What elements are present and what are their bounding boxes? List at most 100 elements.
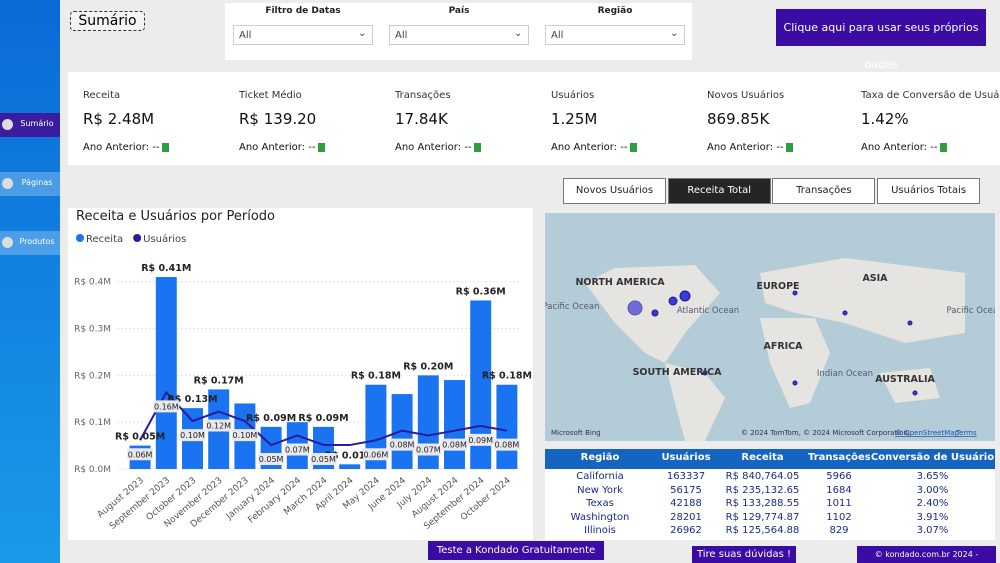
dropdown-arrow: ⌄ xyxy=(670,28,679,39)
continent-label: EUROPE xyxy=(756,281,799,292)
legend-label: Receita xyxy=(86,234,123,245)
table-cell: R$ 840,764.05 xyxy=(725,471,800,482)
tab-button[interactable]: Receita Total xyxy=(667,178,771,204)
filter-label: Filtro de Datas xyxy=(265,6,341,16)
map-terms-link: Terms xyxy=(955,429,977,437)
table-cell: California xyxy=(576,471,624,482)
nav-item[interactable]: Sumário xyxy=(0,113,60,137)
kpi-label: Receita xyxy=(83,90,121,101)
continent-label: SOUTH AMERICA xyxy=(633,367,722,378)
line xyxy=(139,390,508,447)
map-point xyxy=(668,296,678,306)
filter-dropdown[interactable]: All ⌄ xyxy=(545,25,685,45)
filter-dropdown[interactable]: All ⌄ xyxy=(233,25,373,45)
table-header[interactable]: Região xyxy=(545,449,655,469)
continent-label: AUSTRALIA xyxy=(875,374,935,385)
map-point xyxy=(651,309,659,317)
kpi-previous: Ano Anterior: -- xyxy=(239,142,326,153)
map-point xyxy=(702,370,708,376)
trend-icon xyxy=(162,142,170,152)
table-cell: New York xyxy=(577,484,623,496)
line-value-label: 0.08M xyxy=(390,441,415,450)
table-cell: Texas xyxy=(586,498,614,510)
legend-label: Usuários xyxy=(143,233,186,245)
help-button[interactable]: Tire suas dúvidas ! xyxy=(692,546,796,563)
map-point xyxy=(907,320,913,326)
kpi-label: Transações xyxy=(395,90,451,101)
table-cell: 1684 xyxy=(826,484,852,496)
ocean-label: Pacific Ocean xyxy=(545,302,599,312)
line-label-box xyxy=(179,429,206,442)
y-tick-label: R$ 0.3M xyxy=(74,325,111,335)
chart-panel xyxy=(68,208,533,540)
filter-dropdown[interactable]: All ⌄ xyxy=(389,25,529,45)
y-tick-label: R$ 0.1M xyxy=(74,418,111,428)
bar-value-label: R$ 0.05M xyxy=(115,432,165,443)
legend-marker xyxy=(133,234,142,242)
kpi-previous: Ano Anterior: -- xyxy=(861,142,948,153)
line-label-box xyxy=(362,448,389,461)
line-value-label: 0.09M xyxy=(468,436,493,445)
tab-button[interactable]: Usuários Totais xyxy=(877,178,981,204)
line-value-label: 0.16M xyxy=(154,402,179,411)
table-header[interactable]: Conversão de Usuário xyxy=(870,449,995,469)
line-label-box xyxy=(415,443,442,456)
map-point xyxy=(842,310,848,316)
table-cell: R$ 129,774.87 xyxy=(725,511,800,523)
table-cell: 26962 xyxy=(670,525,702,537)
line-label-box xyxy=(467,433,494,446)
line-label-box xyxy=(493,438,520,451)
combo-chart: Receita e Usuários por Período Receita Usu… xyxy=(74,209,532,532)
y-tick-label: R$ 0.2M xyxy=(74,371,111,381)
map-land xyxy=(665,363,725,441)
ocean-label: Atlantic Ocean xyxy=(677,306,739,316)
chart-title: Receita e Usuários por Período xyxy=(76,209,275,224)
nav-label: Produtos xyxy=(19,237,55,246)
bar-value-label: R$ 0.20M xyxy=(403,361,453,372)
kpi-previous: Ano Anterior: -- xyxy=(83,142,170,153)
line-label-box xyxy=(231,429,258,442)
line-value-label: 0.07M xyxy=(285,445,310,454)
nav-item[interactable]: Páginas xyxy=(0,172,60,196)
kpi-previous: Ano Anterior: -- xyxy=(707,142,794,153)
trend-icon xyxy=(630,142,638,152)
table-cell: 28201 xyxy=(670,511,702,523)
continent-label: NORTH AMERICA xyxy=(575,277,665,288)
table-cell: 3.91% xyxy=(916,511,949,523)
filter-value: All xyxy=(239,30,252,41)
bar-value-label: R$ 0.36M xyxy=(456,286,506,297)
dropdown-arrow: ⌄ xyxy=(514,28,523,39)
tab-button[interactable]: Transações xyxy=(772,178,876,204)
nav-item[interactable]: Produtos xyxy=(0,231,60,255)
nav-label: Páginas xyxy=(21,178,53,187)
kpi-label: Novos Usuários xyxy=(707,90,785,101)
y-tick-label: R$ 0.0M xyxy=(74,465,111,475)
kpi-value: 17.84K xyxy=(395,110,448,128)
trial-button[interactable]: Teste a Kondado Gratuitamente xyxy=(428,541,604,560)
bar-value-label: R$ 0.41M xyxy=(141,263,191,274)
filter-label: Região xyxy=(597,6,633,16)
tab-button[interactable]: Novos Usuários xyxy=(563,178,666,204)
line-value-label: 0.07M xyxy=(416,445,441,454)
kpi-previous: Ano Anterior: -- xyxy=(551,142,638,153)
dropdown-arrow: ⌄ xyxy=(358,28,367,39)
bar-value-label: R$ 0.09M xyxy=(246,413,296,424)
trend-icon xyxy=(940,142,948,152)
table-cell: Illinois xyxy=(584,525,616,537)
table-header[interactable]: Usuários xyxy=(655,449,717,469)
line-value-label: 0.06M xyxy=(128,450,153,459)
line-label-box xyxy=(441,438,468,451)
cta-button[interactable]: Clique aqui para usar seus próprios dado… xyxy=(776,9,986,71)
table-header[interactable]: Transações xyxy=(808,449,871,469)
map: NORTH AMERICA EUROPE ASIA AFRICA SOUTH AMERI… xyxy=(545,213,995,441)
table-header[interactable]: Receita xyxy=(717,449,808,469)
map-land xyxy=(880,368,940,403)
table-cell: 56175 xyxy=(670,484,702,496)
bar-value-label: R$ 0.13M xyxy=(167,394,217,405)
table-cell: 163337 xyxy=(666,471,706,482)
table-cell: Washington xyxy=(570,511,630,523)
table-cell: 1102 xyxy=(826,511,852,523)
line-value-label: 0.05M xyxy=(311,455,336,464)
line-label-box xyxy=(205,419,232,432)
bar xyxy=(339,464,361,469)
